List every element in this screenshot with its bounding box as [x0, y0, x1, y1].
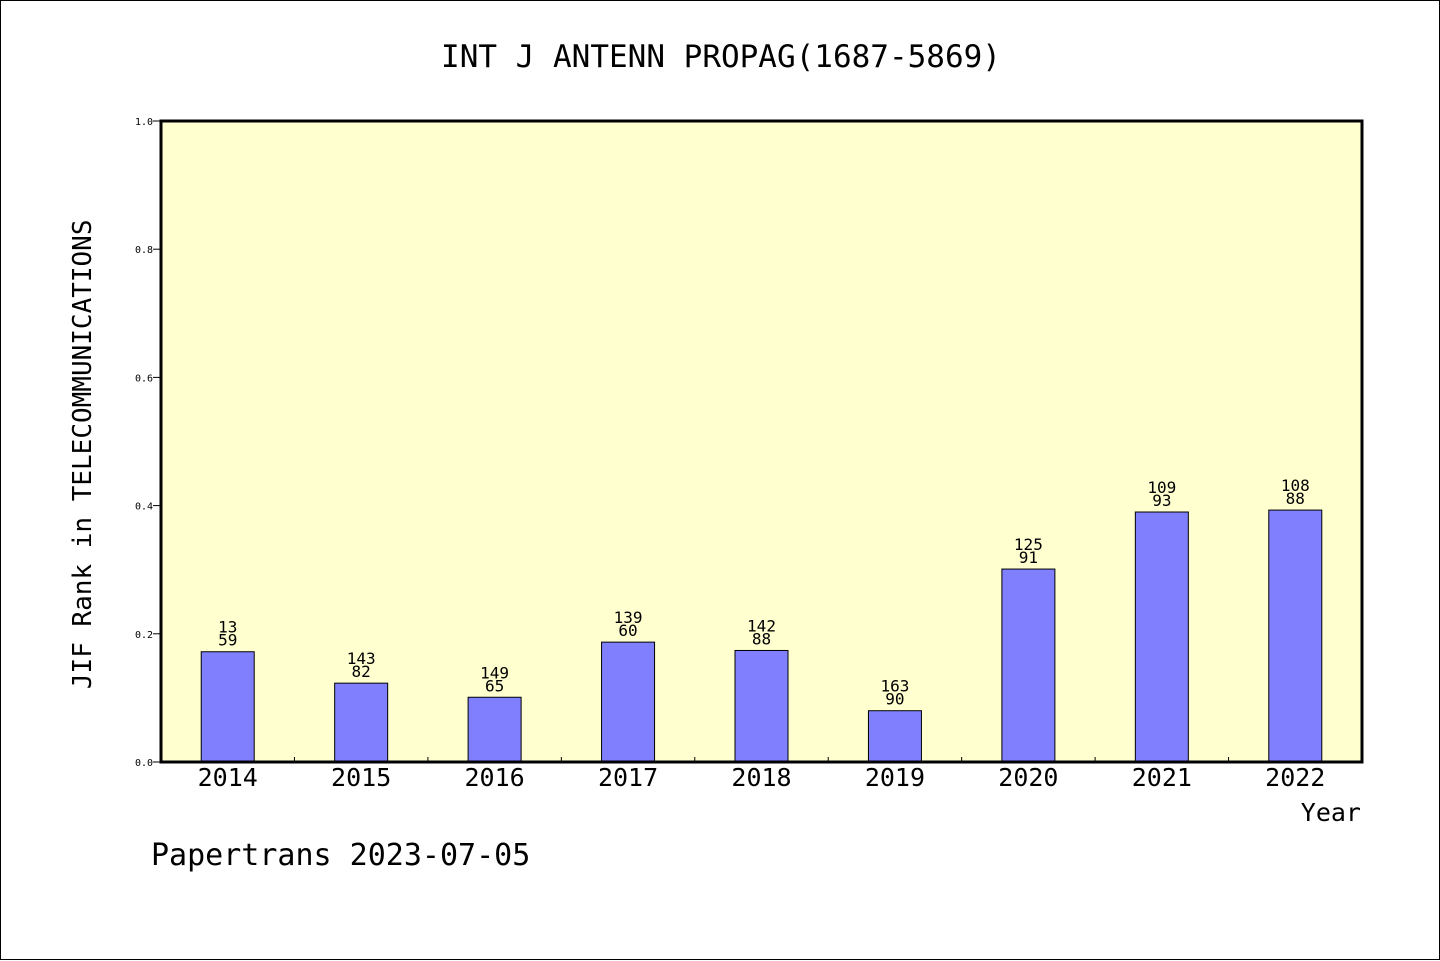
y-tick-label-0.8: 0.8 — [135, 245, 153, 256]
bar-label-top-2021: 109 — [1147, 478, 1176, 497]
x-tick-label-2017: 2017 — [598, 763, 658, 792]
x-tick-label-2022: 2022 — [1265, 763, 1325, 792]
bar-label-bottom-2020: 91 — [1019, 548, 1038, 567]
chart-title: INT J ANTENN PROPAG(1687-5869) — [441, 39, 1001, 75]
bar-2014 — [200, 651, 255, 763]
bar-label-top-2017: 139 — [614, 608, 643, 627]
x-axis: 2014 2015 2016 2017 2018 2019 2020 2021 2022 — [198, 757, 1325, 792]
bar-2020 — [1001, 568, 1056, 763]
y-axis: 0.0 0.2 0.4 0.6 0.8 1.0 — [135, 117, 161, 769]
x-tick-label-2020: 2020 — [998, 763, 1058, 792]
bar-2021 — [1134, 511, 1189, 763]
y-tick-label-1.0: 1.0 — [135, 117, 153, 128]
bar-label-bottom-2014: 59 — [218, 631, 237, 650]
bars-group — [200, 509, 1323, 763]
x-tick-label-2018: 2018 — [731, 763, 791, 792]
y-tick-label-0.2: 0.2 — [135, 630, 153, 641]
y-tick-label-0.0: 0.0 — [135, 758, 153, 769]
bar-label-bottom-2021: 93 — [1152, 491, 1171, 510]
bar-label-bottom-2015: 82 — [352, 662, 371, 681]
x-tick-label-2014: 2014 — [198, 763, 258, 792]
x-tick-label-2019: 2019 — [865, 763, 925, 792]
bar-label-top-2015: 143 — [347, 649, 376, 668]
bar-2018 — [734, 649, 789, 763]
bar-label-bottom-2019: 90 — [885, 690, 904, 709]
bar-2015 — [334, 682, 389, 763]
y-axis-label: JIF Rank in TELECOMMUNICATIONS — [68, 220, 98, 690]
bar-2017 — [601, 641, 656, 763]
bar-label-top-2014: 13 — [218, 618, 237, 637]
bar-label-bottom-2017: 60 — [618, 621, 637, 640]
y-tick-label-0.4: 0.4 — [135, 502, 153, 513]
x-axis-label: Year — [1301, 798, 1361, 827]
plot-frame — [159, 119, 1364, 764]
bar-label-top-2022: 108 — [1281, 476, 1310, 495]
bar-2019 — [867, 710, 922, 763]
x-tick-label-2015: 2015 — [331, 763, 391, 792]
y-tick-label-0.6: 0.6 — [135, 373, 153, 384]
bar-2016 — [467, 696, 522, 763]
bar-2022 — [1268, 509, 1323, 763]
x-tick-label-2016: 2016 — [465, 763, 525, 792]
bar-label-bottom-2018: 88 — [752, 629, 771, 648]
bar-label-bottom-2022: 88 — [1286, 489, 1305, 508]
bar-label-top-2016: 149 — [480, 663, 509, 682]
bar-label-top-2018: 142 — [747, 616, 776, 635]
x-tick-label-2021: 2021 — [1132, 763, 1192, 792]
bar-label-top-2020: 125 — [1014, 535, 1043, 554]
footer-credit: Papertrans 2023-07-05 — [151, 838, 530, 873]
bar-label-bottom-2016: 65 — [485, 676, 504, 695]
bar-label-top-2019: 163 — [880, 677, 909, 696]
